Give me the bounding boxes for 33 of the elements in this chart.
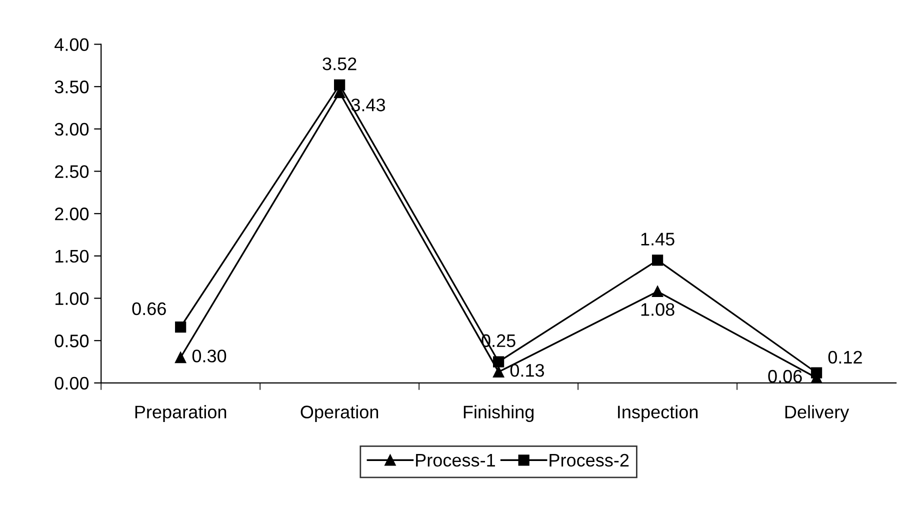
x-tick-label: Operation xyxy=(300,405,378,422)
data-label: 0.12 xyxy=(828,350,862,364)
x-tick-label: Preparation xyxy=(135,405,226,422)
y-tick-label: 3.50 xyxy=(54,80,89,94)
data-label: 0.30 xyxy=(192,350,226,362)
y-tick-label: 1.00 xyxy=(56,292,89,305)
data-label: 1.45 xyxy=(641,232,674,246)
y-tick-label: 3.00 xyxy=(54,122,89,136)
point xyxy=(175,352,186,364)
point xyxy=(810,367,822,378)
point xyxy=(175,322,186,333)
y-tick-label: 4.00 xyxy=(54,38,89,52)
data-label: 3.52 xyxy=(322,57,356,70)
x-tick-label: Delivery xyxy=(785,405,850,422)
legend-label: Process-1 xyxy=(416,454,495,467)
x-tick-label: Finishing xyxy=(464,405,534,422)
point xyxy=(493,356,504,368)
y-tick-label: 2.00 xyxy=(55,208,89,220)
data-label: 3.43 xyxy=(351,98,386,112)
y-tick-label: 0.00 xyxy=(54,376,89,390)
point xyxy=(652,254,664,266)
data-label: 0.66 xyxy=(132,302,166,316)
data-label: 0.06 xyxy=(768,370,802,383)
y-tick-label: 2.50 xyxy=(55,165,89,178)
legend-label: Process-2 xyxy=(550,454,629,467)
y-tick-label: 0.50 xyxy=(54,334,89,348)
data-label: 0.13 xyxy=(510,364,544,377)
point xyxy=(334,79,346,90)
data-label: 1.08 xyxy=(641,303,674,316)
point xyxy=(493,366,504,378)
point xyxy=(652,286,664,298)
y-tick-label: 1.50 xyxy=(56,250,89,263)
x-tick-label: Inspection xyxy=(618,405,698,422)
